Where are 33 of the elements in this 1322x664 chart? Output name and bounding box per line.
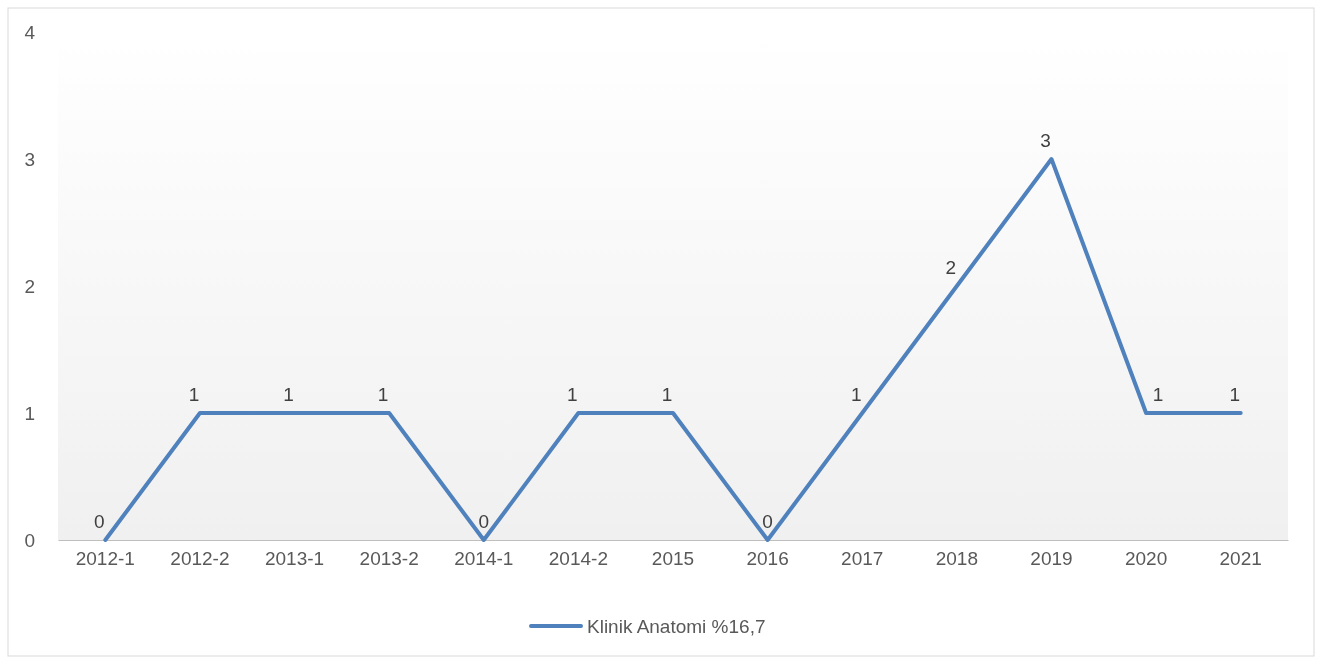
data-label: 1 <box>661 384 673 405</box>
data-label: 1 <box>1152 384 1164 405</box>
x-tick-label: 2012-2 <box>170 548 230 570</box>
x-tick-label: 2013-1 <box>264 548 325 570</box>
y-tick-label: 2 <box>24 275 35 297</box>
data-label: 0 <box>762 511 773 532</box>
data-label: 1 <box>283 384 294 405</box>
x-tick-label: 2016 <box>746 548 789 570</box>
x-tick-label: 2014-1 <box>454 548 514 570</box>
x-tick-label: 2018 <box>935 548 978 570</box>
x-tick-label: 2015 <box>651 548 695 570</box>
data-label: 1 <box>1229 384 1240 405</box>
data-label: 1 <box>188 384 200 405</box>
x-tick-label: 2017 <box>841 548 884 570</box>
y-tick-label: 3 <box>24 148 35 170</box>
x-tick-label: 2020 <box>1124 548 1168 570</box>
data-label: 1 <box>567 384 578 405</box>
line-series <box>103 157 1243 542</box>
y-tick-label: 4 <box>24 21 36 43</box>
y-tick-label: 0 <box>24 529 35 551</box>
legend-label: Klinik Anatomi %16,7 <box>587 616 766 637</box>
data-label: 3 <box>1040 130 1051 151</box>
x-tick-label: 2012-1 <box>75 548 135 570</box>
data-label: 0 <box>94 511 105 532</box>
data-label: 1 <box>377 384 389 405</box>
data-label: 1 <box>850 384 862 405</box>
x-tick-label: 2013-2 <box>359 548 419 570</box>
data-label: 0 <box>478 511 490 532</box>
y-tick-label: 1 <box>24 402 35 424</box>
data-label: 2 <box>945 257 957 278</box>
x-tick-label: 2014-2 <box>548 548 608 570</box>
x-tick-label: 2019 <box>1030 548 1073 570</box>
x-tick-label: 2021 <box>1219 548 1262 570</box>
